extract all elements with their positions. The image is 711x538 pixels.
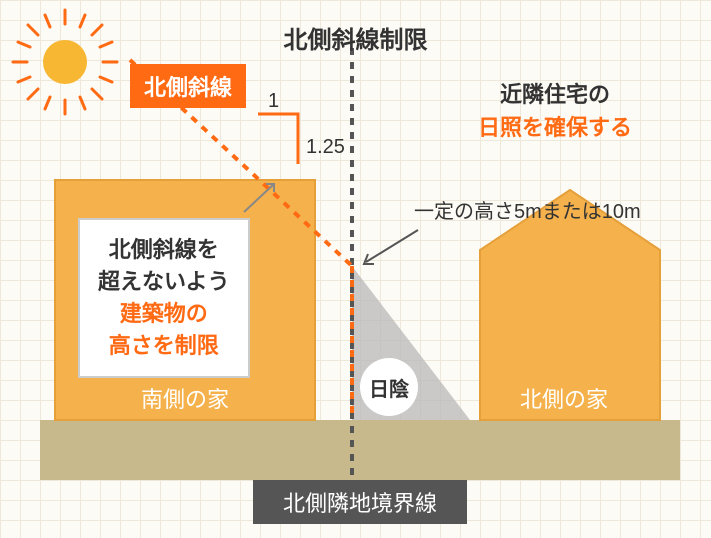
diagram-title: 北側斜線制限 [0, 20, 711, 55]
north-house-label: 北側の家 [520, 382, 608, 414]
diagram-canvas: 北側斜線制限 北側斜線 近隣住宅の 日照を確保する 1 1.25 一定の高さ5m… [0, 0, 711, 538]
shade-text: 日陰 [369, 373, 409, 402]
south-house-label: 南側の家 [55, 382, 315, 414]
subtitle-block: 近隣住宅の 日照を確保する [430, 78, 680, 144]
slope-label-badge: 北側斜線 [130, 64, 246, 108]
boundary-label: 北側隣地境界線 [253, 480, 467, 524]
explain-line-3: 建築物の [98, 298, 230, 330]
explain-line-2: 超えないよう [98, 266, 230, 298]
height-note: 一定の高さ5mまたは10m [414, 195, 641, 224]
explain-line-1: 北側斜線を [98, 234, 230, 266]
ratio-horizontal: 1 [268, 90, 279, 113]
shade-circle: 日陰 [360, 358, 418, 416]
subtitle-line-1: 近隣住宅の [430, 78, 680, 111]
explain-box: 北側斜線を 超えないよう 建築物の 高さを制限 [78, 218, 250, 378]
explain-line-4: 高さを制限 [98, 330, 230, 362]
subtitle-line-2: 日照を確保する [430, 111, 680, 144]
ratio-vertical: 1.25 [306, 136, 345, 159]
